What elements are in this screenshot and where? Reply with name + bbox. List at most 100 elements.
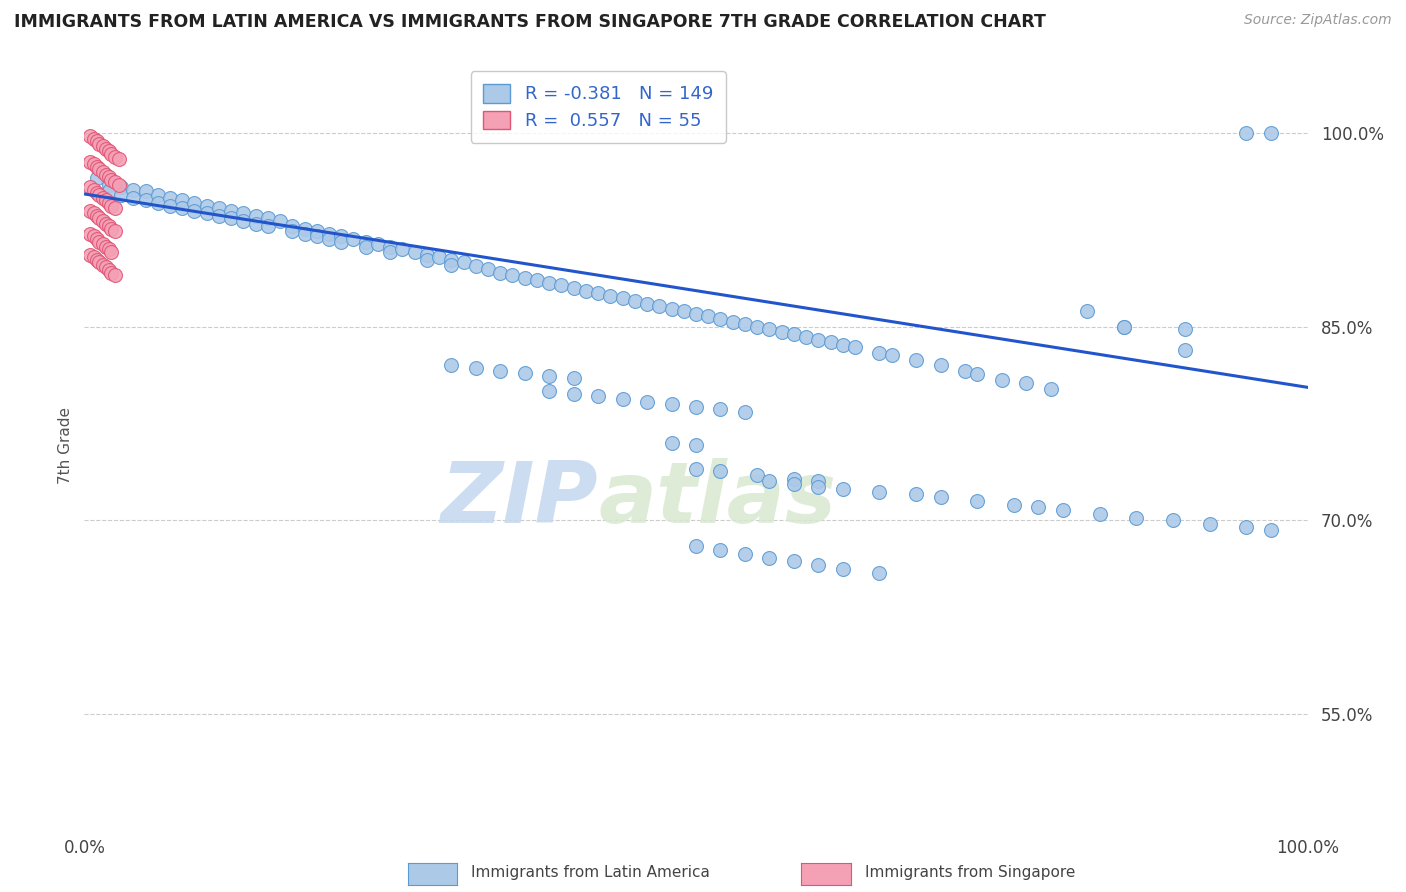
Point [172,194,194,208]
Point [96,194,118,208]
Point [122,191,145,205]
Point [97,219,120,234]
Point [783,472,806,486]
Point [110,180,132,194]
Point [929,490,952,504]
Point [869,484,891,499]
Point [844,340,866,354]
Point [538,276,561,290]
Point [709,402,731,417]
Point [232,214,254,228]
Point [380,240,402,254]
Point [685,539,707,553]
Point [783,477,806,491]
Point [453,255,475,269]
Point [100,221,122,235]
Point [869,566,891,580]
Point [966,368,988,382]
Point [489,363,512,377]
Point [257,211,280,226]
Point [831,562,853,576]
Point [219,211,242,226]
Point [83,250,105,264]
Point [100,244,122,259]
Point [586,389,609,403]
Point [159,198,181,212]
Point [807,475,830,489]
Point [91,258,114,272]
Point [880,348,903,362]
Point [281,224,304,238]
Point [831,482,853,496]
Point [672,304,695,318]
Point [709,542,731,557]
Point [1002,498,1025,512]
Point [86,171,108,186]
Point [661,397,683,411]
Point [87,255,110,269]
Point [146,188,169,202]
Point [562,281,585,295]
Point [183,203,205,218]
Point [721,315,744,329]
Point [685,400,707,414]
Point [87,188,110,202]
Point [1076,304,1098,318]
Point [183,196,205,211]
Point [380,244,402,259]
Point [305,224,328,238]
Point [770,325,793,339]
Point [305,229,328,244]
Point [1125,510,1147,524]
Point [294,227,316,241]
Point [195,206,218,220]
Point [281,219,304,234]
Point [100,266,122,280]
Point [97,263,120,277]
Point [513,366,536,380]
Point [416,247,439,261]
Point [869,345,891,359]
Point [83,131,105,145]
Point [734,405,756,419]
Point [502,268,524,282]
Point [1174,343,1197,357]
Point [83,206,105,220]
Point [612,392,634,406]
Point [966,493,988,508]
Point [1198,516,1220,531]
Point [91,237,114,252]
Point [734,547,756,561]
Point [86,160,108,174]
Point [526,273,548,287]
Point [758,550,780,565]
Point [79,203,101,218]
Point [104,201,127,215]
Point [330,235,353,249]
Text: Source: ZipAtlas.com: Source: ZipAtlas.com [1244,13,1392,28]
Point [91,165,114,179]
Point [79,128,101,143]
Point [807,480,830,494]
Point [697,310,720,324]
Point [685,438,707,452]
Point [489,266,512,280]
Point [905,353,928,368]
Point [219,203,242,218]
Point [562,371,585,385]
Point [807,333,830,347]
Point [100,173,122,187]
Point [929,359,952,373]
Text: IMMIGRANTS FROM LATIN AMERICA VS IMMIGRANTS FROM SINGAPORE 7TH GRADE CORRELATION: IMMIGRANTS FROM LATIN AMERICA VS IMMIGRA… [14,13,1046,31]
Point [354,235,377,249]
Point [440,258,463,272]
Point [1236,126,1258,140]
Point [586,286,609,301]
Legend: R = -0.381   N = 149, R =  0.557   N = 55: R = -0.381 N = 149, R = 0.557 N = 55 [471,71,725,143]
Point [104,268,127,282]
Point [172,201,194,215]
Point [96,260,118,275]
Point [404,244,426,259]
Point [636,394,658,409]
Point [97,170,120,185]
